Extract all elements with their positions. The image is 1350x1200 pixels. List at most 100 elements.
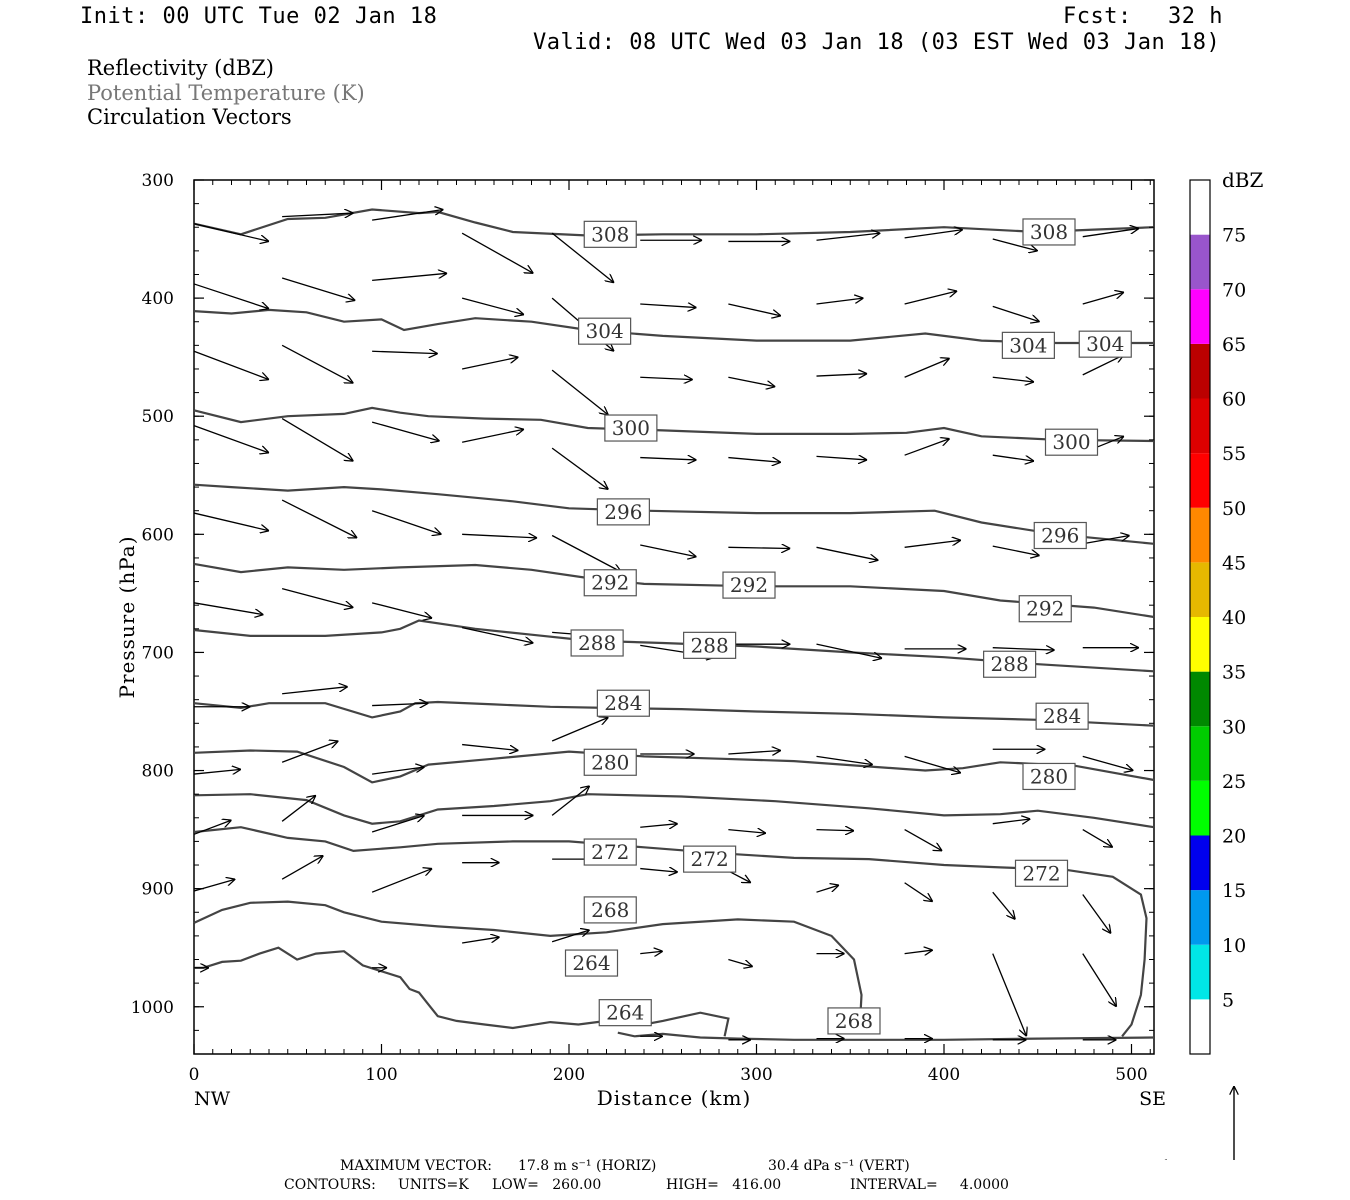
circulation-vector	[462, 743, 518, 751]
colorbar-swatch	[1190, 289, 1210, 344]
contours-interval: INTERVAL= 4.0000	[850, 1177, 1009, 1193]
circulation-vector	[904, 882, 933, 902]
contour-label: 304	[1078, 330, 1132, 358]
circulation-vector	[461, 297, 524, 315]
colorbar-unit: dBZ	[1222, 168, 1264, 192]
colorbar-level-label: 70	[1222, 279, 1246, 301]
y-tick-label: 900	[142, 880, 174, 900]
circulation-vector	[904, 540, 961, 548]
contour-label: 292	[1018, 595, 1072, 623]
circulation-vector	[992, 238, 1038, 251]
forecast-label: Fcst:	[1063, 4, 1132, 29]
circulation-vector	[372, 767, 425, 775]
theta-contour-264	[617, 1031, 1155, 1041]
circulation-vector	[640, 304, 696, 308]
contour-label: 284	[1035, 702, 1089, 730]
circulation-vector	[551, 232, 614, 283]
colorbar-swatch	[1190, 999, 1210, 1054]
contour-label: 264	[564, 949, 619, 977]
theta-contour-284	[193, 700, 1155, 727]
contour-label: 280	[583, 748, 637, 776]
svg-text:304: 304	[1086, 332, 1124, 356]
circulation-vector	[371, 869, 432, 893]
circulation-vector	[281, 741, 338, 763]
circulation-vector	[640, 869, 678, 873]
circulation-vector	[992, 305, 1040, 321]
x-tick-label: 300	[740, 1065, 772, 1085]
theta-contour-272	[193, 826, 1148, 1037]
contour-label: 272	[1014, 859, 1069, 887]
svg-text:280: 280	[1030, 764, 1068, 788]
svg-text:308: 308	[591, 222, 629, 246]
colorbar-swatch	[1190, 453, 1210, 508]
circulation-vector	[281, 418, 353, 462]
circulation-vector	[551, 786, 590, 816]
circulation-vector	[816, 830, 855, 831]
contour-label: 296	[596, 498, 650, 526]
circulation-vector	[728, 456, 781, 463]
svg-text:292: 292	[730, 573, 768, 597]
contour-label: 292	[722, 571, 776, 599]
colorbar-swatch	[1190, 343, 1210, 399]
colorbar-swatch	[1190, 671, 1210, 727]
y-tick-label: 1000	[131, 998, 174, 1018]
colorbar-level-label: 60	[1222, 389, 1246, 411]
contour-label: 272	[683, 845, 737, 873]
circulation-vector	[992, 545, 1040, 555]
circulation-vector	[1082, 292, 1124, 305]
field-reflectivity: Reflectivity (dBZ)	[87, 56, 275, 80]
svg-text:304: 304	[586, 319, 624, 343]
colorbar-level-label: 75	[1222, 225, 1246, 247]
circulation-vector	[1082, 228, 1139, 238]
circulation-vector	[281, 344, 353, 383]
colorbar-frame	[1189, 179, 1211, 1055]
circulation-vector	[193, 769, 241, 774]
colorbar-level-label: 40	[1222, 607, 1246, 629]
colorbar-level-label: 50	[1222, 498, 1246, 520]
svg-text:280: 280	[591, 750, 629, 774]
theta-contour-304	[193, 308, 1154, 345]
circulation-vector	[281, 588, 353, 608]
theta-contour-288	[193, 619, 1155, 673]
circulation-vector	[904, 230, 963, 239]
circulation-vector	[816, 755, 873, 764]
circulation-vector	[551, 447, 608, 489]
circulation-vector	[193, 223, 269, 242]
theta-contour-276	[193, 793, 1155, 829]
colorbar-level-label: 25	[1222, 771, 1246, 793]
circulation-vector	[816, 298, 864, 305]
x-axis-label: Distance (km)	[597, 1086, 752, 1110]
svg-text:264: 264	[572, 951, 610, 975]
circulation-vector	[551, 930, 590, 943]
contour-label: 288	[570, 629, 624, 657]
colorbar-swatch	[1190, 617, 1210, 672]
circulation-vector	[371, 602, 432, 618]
circulation-vector	[1082, 755, 1134, 770]
circulation-vector	[371, 421, 440, 441]
x-tick-label: 200	[553, 1065, 585, 1085]
circulation-vector	[372, 351, 438, 353]
circulation-vector	[372, 210, 443, 221]
circulation-vector	[193, 350, 269, 379]
circulation-vector	[904, 439, 950, 456]
contour-label: 284	[596, 689, 650, 717]
y-tick-label: 700	[142, 643, 174, 663]
circulation-vector	[728, 958, 752, 967]
svg-text:308: 308	[1030, 220, 1068, 244]
circulation-vector	[281, 795, 316, 822]
contour-label: 304	[1001, 331, 1055, 359]
colorbar-level-label: 65	[1222, 334, 1246, 356]
colorbar-swatch	[1190, 398, 1210, 454]
circulation-vector	[281, 499, 357, 538]
colorbar-swatch	[1190, 944, 1210, 1000]
contour-label: 300	[1044, 428, 1099, 456]
colorbar-level-label: 35	[1222, 662, 1246, 684]
circulation-vector	[193, 283, 269, 309]
circulation-vector	[282, 213, 353, 217]
colorbar-swatch	[1190, 780, 1210, 836]
theta-contour-300	[193, 406, 1155, 443]
theta-contour-292	[193, 562, 1155, 619]
circulation-vector	[193, 820, 232, 835]
reference-vector-axes	[1158, 1086, 1234, 1160]
